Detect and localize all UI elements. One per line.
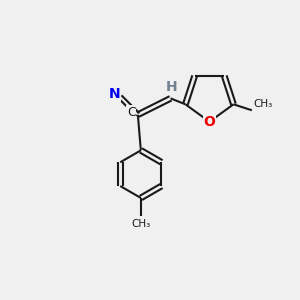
Text: CH₃: CH₃ [131, 219, 151, 229]
Text: CH₃: CH₃ [253, 99, 273, 109]
Text: N: N [109, 88, 121, 101]
Text: H: H [166, 80, 178, 94]
Text: O: O [203, 116, 215, 129]
Text: C: C [127, 106, 136, 119]
